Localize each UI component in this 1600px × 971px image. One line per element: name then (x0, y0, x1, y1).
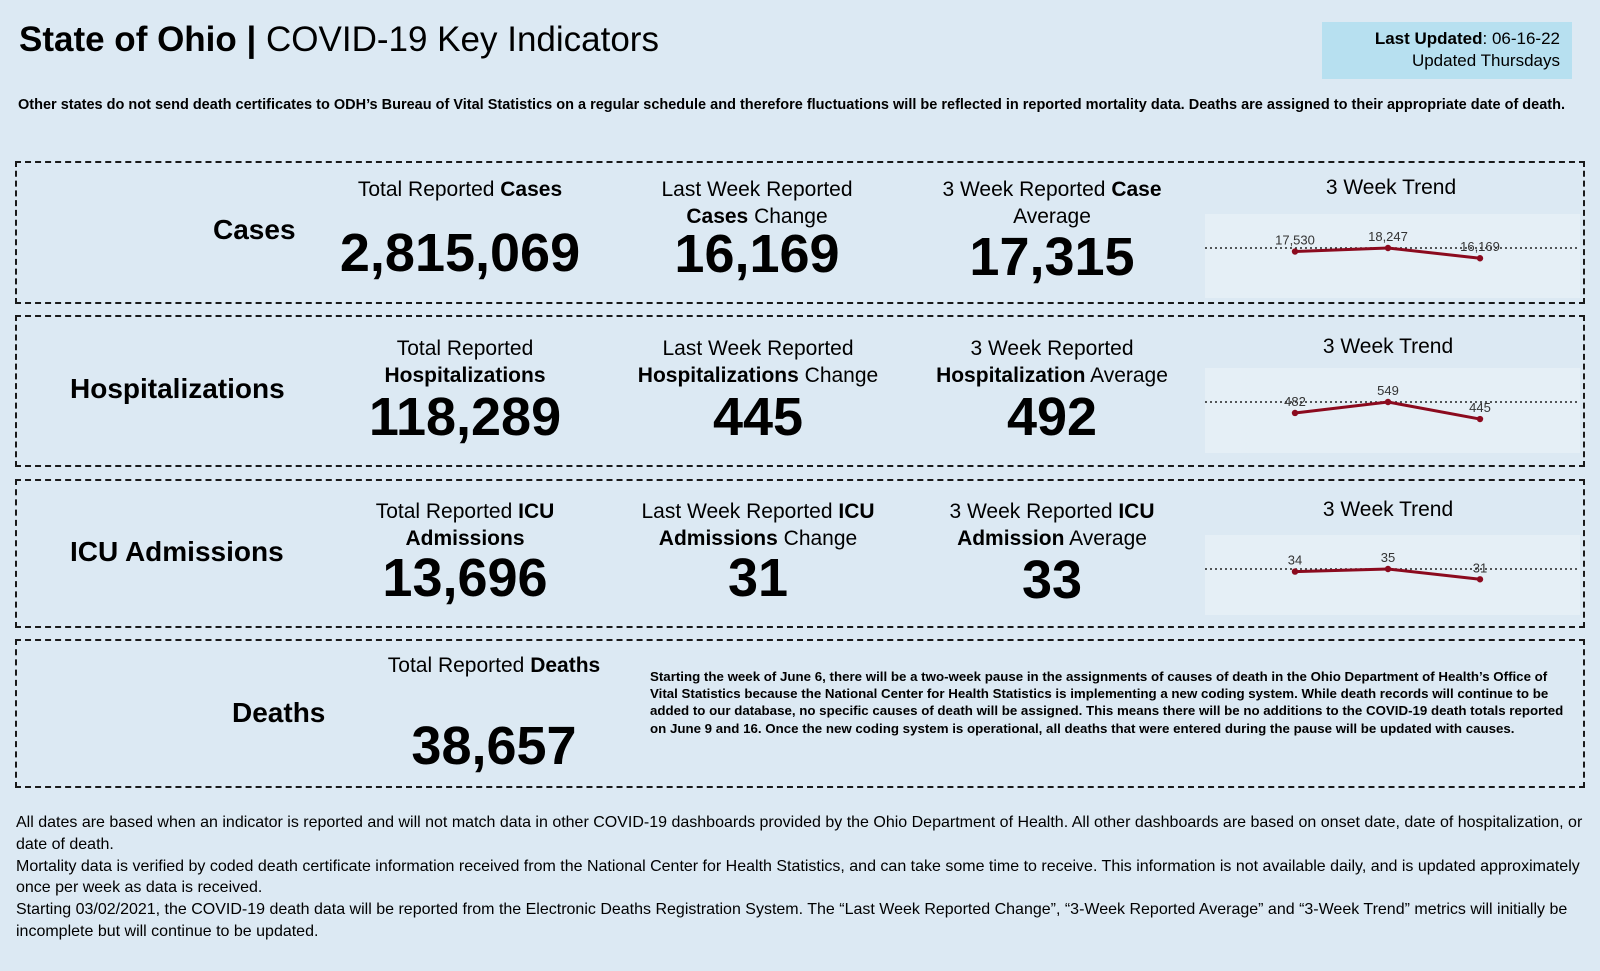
trend-point (1384, 244, 1392, 252)
title-subtitle: COVID-19 Key Indicators (266, 20, 659, 59)
hospitalizations-change-value: 445 (712, 387, 804, 447)
hospitalizations-average-metric: 3 Week Reported Hospitalization Average 4… (892, 335, 1212, 447)
title-separator: | (236, 20, 267, 59)
hospitalizations-change-metric: Last Week Reported Hospitalizations Chang… (598, 335, 918, 447)
trend-point (1291, 409, 1299, 417)
icu-total-metric: Total Reported ICU Admissions 13,696 (315, 498, 615, 608)
hospitalizations-panel (15, 315, 1585, 467)
trend-data-label: 17,530 (1275, 233, 1315, 248)
hospitalizations-total-label: Total Reported Hospitalizations (384, 337, 546, 387)
cases-average-metric: 3 Week Reported Case Average 17,315 (902, 176, 1202, 287)
icu-average-metric: 3 Week Reported ICU Admission Average 33 (892, 498, 1212, 610)
trend-data-label: 16,169 (1460, 239, 1500, 254)
deaths-row-label: Deaths (232, 697, 326, 728)
cases-total-value: 2,815,069 (339, 223, 581, 283)
cases-trend-chart: 17,530 18,247 16,169 (1205, 214, 1580, 298)
icu-row-label: ICU Admissions (70, 536, 284, 567)
death-certificate-notice: Other states do not send death certifica… (18, 97, 1566, 113)
hospitalizations-row-label: Hospitalizations (70, 373, 285, 404)
icu-panel (15, 479, 1585, 628)
icu-change-label: Last Week Reported ICU Admissions Change (641, 500, 875, 550)
icu-average-value: 33 (1021, 550, 1083, 610)
trend-point (1476, 415, 1484, 423)
update-schedule: Updated Thursdays (1411, 51, 1560, 70)
footer-note-mortality: Mortality data is verified by coded deat… (16, 857, 1580, 897)
cases-change-label: Last Week Reported Cases Change (661, 178, 853, 228)
trend-data-label: 482 (1284, 394, 1306, 409)
trend-data-label: 31 (1473, 560, 1487, 575)
trend-data-label: 34 (1288, 553, 1302, 568)
deaths-total-label: Total Reported Deaths (387, 654, 601, 677)
icu-total-label: Total Reported ICU Admissions (375, 500, 555, 550)
icu-average-label: 3 Week Reported ICU Admission Average (949, 500, 1155, 550)
last-updated-box: Last Updated: 06-16-22 Updated Thursdays (1322, 22, 1572, 79)
hospitalizations-trend-title: 3 Week Trend (1322, 335, 1454, 358)
trend-point (1291, 568, 1299, 575)
cases-change-metric: Last Week Reported Cases Change 16,169 (607, 176, 907, 284)
deaths-panel (15, 639, 1585, 788)
hospitalizations-total-metric: Total Reported Hospitalizations 118,289 (315, 335, 615, 447)
cases-average-value: 17,315 (969, 227, 1135, 287)
icu-change-value: 31 (727, 548, 789, 608)
trend-point (1291, 248, 1299, 255)
cases-panel (15, 161, 1585, 304)
cases-total-label: Total Reported Cases (357, 178, 563, 201)
last-updated-label: Last Updated (1374, 29, 1483, 48)
icu-change-metric: Last Week Reported ICU Admissions Change … (598, 498, 918, 608)
cases-change-value: 16,169 (674, 224, 840, 284)
cases-row-label: Cases (213, 214, 296, 245)
trend-point (1384, 565, 1392, 573)
hospitalizations-average-label: 3 Week Reported Hospitalization Average (936, 337, 1168, 387)
deaths-total-value: 38,657 (411, 716, 577, 776)
trend-point (1476, 576, 1484, 583)
icu-trend-chart: 34 35 31 (1205, 535, 1580, 615)
trend-point (1384, 398, 1392, 406)
page-title: State of Ohio | COVID-19 Key Indicators (19, 20, 659, 60)
footer-note-dates: All dates are based when an indicator is… (16, 814, 1583, 853)
trend-data-label: 549 (1377, 383, 1399, 398)
hospitalizations-average-value: 492 (1006, 387, 1098, 447)
last-updated-value: : 06-16-22 (1482, 29, 1561, 48)
icu-total-value: 13,696 (382, 548, 548, 608)
cases-trend-title: 3 Week Trend (1325, 176, 1457, 199)
hospitalizations-total-value: 118,289 (368, 387, 562, 447)
death-coding-pause-note: Starting the week of June 6, there will … (650, 669, 1564, 736)
title-state: State of Ohio (19, 20, 237, 59)
trend-point (1476, 255, 1484, 262)
hospitalizations-trend-chart: 482 549 445 (1205, 368, 1580, 453)
trend-data-label: 445 (1469, 400, 1491, 415)
deaths-total-metric: Total Reported Deaths 38,657 (344, 652, 644, 776)
trend-data-label: 35 (1381, 550, 1395, 565)
cases-total-metric: Total Reported Cases 2,815,069 (310, 176, 610, 283)
footer-note-edrs: Starting 03/02/2021, the COVID-19 death … (16, 901, 1568, 940)
trend-data-label: 18,247 (1368, 229, 1408, 244)
footer-notes: All dates are based when an indicator is… (16, 812, 1586, 943)
icu-trend-title: 3 Week Trend (1322, 498, 1454, 521)
hospitalizations-change-label: Last Week Reported Hospitalizations Chang… (637, 337, 879, 387)
cases-average-label: 3 Week Reported Case Average (942, 178, 1162, 228)
